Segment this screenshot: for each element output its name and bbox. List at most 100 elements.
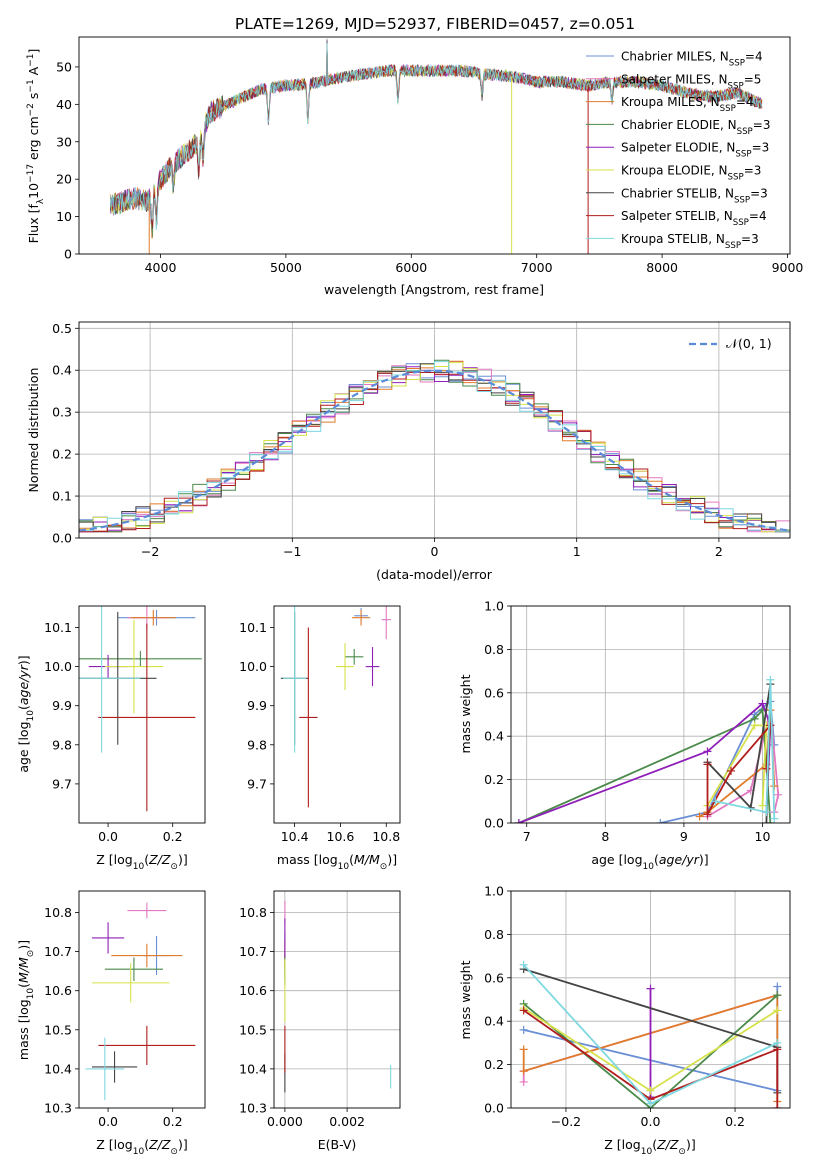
y-tick-label: 10.1 bbox=[44, 620, 72, 635]
y-tick-label: 10.8 bbox=[239, 905, 267, 920]
y-axis-label: Flux [fλ10−17 erg cm−2 s−1 A−1] bbox=[26, 49, 46, 244]
panel-mass_vs_Z: 0.0 0.2 10.3 10.4 10.5 10.6 10.7 10.8 Z [log10(Z… bbox=[16, 890, 206, 1157]
mass-weight-marker-4 bbox=[646, 984, 655, 993]
y-tick-label: 10.7 bbox=[44, 944, 72, 959]
legend-label-3: Chabrier ELODIE, NSSP=3 bbox=[621, 118, 770, 137]
mass-weight-marker-3 bbox=[773, 991, 782, 1000]
axes-frame bbox=[78, 605, 206, 824]
plot-area bbox=[79, 606, 202, 812]
x-tick-label: 0.0 bbox=[98, 829, 118, 844]
mass-weight-line-8 bbox=[715, 679, 776, 819]
x-tick-label: −1 bbox=[283, 544, 301, 559]
y-tick-label: 0.1 bbox=[52, 489, 72, 504]
x-tick-label: 2 bbox=[715, 544, 723, 559]
mass-weight-marker-2 bbox=[519, 1045, 528, 1054]
mass-weight-marker-8 bbox=[646, 1099, 655, 1108]
x-tick-label: 7000 bbox=[521, 260, 553, 275]
mass-weight-marker-7 bbox=[766, 721, 775, 730]
legend-label-0: Chabrier MILES, NSSP=4 bbox=[621, 50, 763, 69]
axes-frame bbox=[510, 605, 791, 824]
y-tick-label: 0 bbox=[64, 247, 72, 262]
mass-weight-marker-1 bbox=[519, 1077, 528, 1086]
x-tick-label: 8 bbox=[601, 829, 609, 844]
y-tick-label: 0.8 bbox=[484, 927, 504, 942]
y-tick-label: 10.4 bbox=[239, 1061, 267, 1076]
y-tick-label: 1.0 bbox=[484, 599, 504, 614]
y-tick-label: 10.4 bbox=[44, 1061, 72, 1076]
x-tick-label: −0.2 bbox=[551, 1114, 581, 1129]
x-axis-label: wavelength [Angstrom, rest frame] bbox=[324, 282, 544, 297]
plot-area bbox=[280, 606, 391, 808]
plot-area bbox=[109, 38, 763, 254]
spectrum-line-8 bbox=[109, 43, 763, 231]
x-tick-label: 0.2 bbox=[163, 1114, 183, 1129]
mass-weight-marker-7 bbox=[519, 1006, 528, 1015]
x-axis-label: (data-model)/error bbox=[376, 567, 493, 582]
y-tick-label: 10.6 bbox=[239, 983, 267, 998]
y-tick-label: 0.2 bbox=[484, 772, 504, 787]
y-tick-label: 0.6 bbox=[484, 970, 504, 985]
x-tick-label: 10.4 bbox=[281, 829, 309, 844]
x-tick-label: −2 bbox=[141, 544, 159, 559]
y-tick-label: 10 bbox=[56, 209, 72, 224]
mass-weight-line-7 bbox=[523, 1009, 779, 1108]
y-axis-label: mass weight bbox=[458, 960, 473, 1039]
y-tick-label: 40 bbox=[56, 97, 72, 112]
axes-frame bbox=[273, 890, 401, 1109]
legend-label-6: Chabrier STELIB, NSSP=3 bbox=[621, 186, 768, 205]
y-tick-label: 10.3 bbox=[44, 1101, 72, 1116]
panel-age_vs_Z: 0.0 0.2 9.7 9.8 9.9 10.0 10.1 Z [log10(Z/Z⊙)] ag… bbox=[16, 605, 206, 872]
y-tick-label: 0.0 bbox=[484, 1101, 504, 1116]
x-tick-label: 7 bbox=[523, 829, 531, 844]
x-axis-label: mass [log10(M/M⊙)] bbox=[277, 852, 397, 872]
x-tick-label: 9000 bbox=[772, 260, 804, 275]
mass-weight-marker-0 bbox=[656, 819, 665, 823]
y-tick-label: 9.9 bbox=[52, 698, 72, 713]
legend-label-5: Kroupa ELODIE, NSSP=3 bbox=[621, 164, 761, 183]
y-tick-label: 9.8 bbox=[52, 737, 72, 752]
y-tick-label: 0.0 bbox=[484, 816, 504, 831]
x-tick-label: 0.0 bbox=[641, 1114, 661, 1129]
y-axis-label: Normed distribution bbox=[26, 368, 41, 493]
axes-frame bbox=[78, 890, 206, 1109]
mass-weight-marker-8 bbox=[519, 960, 528, 969]
mass-weight-marker-2 bbox=[695, 812, 704, 821]
mass-weight-marker-5 bbox=[750, 721, 759, 730]
mass-weight-marker-4 bbox=[703, 747, 712, 756]
y-axis-label: mass [log10(M/M⊙)] bbox=[16, 940, 36, 1060]
normal-curve bbox=[79, 369, 790, 532]
x-tick-label: 0.2 bbox=[725, 1114, 745, 1129]
x-tick-label: 4000 bbox=[145, 260, 177, 275]
legend-label-7: Salpeter STELIB, NSSP=4 bbox=[621, 209, 767, 228]
y-tick-label: 10.5 bbox=[44, 1022, 72, 1037]
axes-frame bbox=[78, 36, 791, 255]
mass-weight-marker-4 bbox=[758, 699, 767, 708]
mass-weight-marker-8 bbox=[770, 814, 779, 823]
y-tick-label: 9.9 bbox=[247, 698, 267, 713]
y-tick-label: 10.5 bbox=[239, 1022, 267, 1037]
y-tick-label: 20 bbox=[56, 172, 72, 187]
y-tick-label: 9.8 bbox=[247, 737, 267, 752]
y-tick-label: 0.6 bbox=[484, 685, 504, 700]
y-tick-label: 30 bbox=[56, 134, 72, 149]
mass-weight-marker-8 bbox=[762, 808, 771, 817]
mass-weight-marker-7 bbox=[703, 810, 712, 819]
y-tick-label: 9.7 bbox=[52, 776, 72, 791]
y-tick-label: 9.7 bbox=[247, 776, 267, 791]
x-tick-label: 0.000 bbox=[267, 1114, 303, 1129]
y-axis-label: mass weight bbox=[458, 674, 473, 753]
legend-label-1: Salpeter MILES, NSSP=5 bbox=[621, 72, 761, 91]
x-tick-label: 8000 bbox=[646, 260, 678, 275]
y-tick-label: 10.0 bbox=[44, 659, 72, 674]
y-tick-label: 10.0 bbox=[239, 659, 267, 674]
plot-area bbox=[511, 891, 790, 1108]
figure-title: PLATE=1269, MJD=52937, FIBERID=0457, z=0… bbox=[235, 15, 635, 33]
y-tick-label: 50 bbox=[56, 59, 72, 74]
panel-mass_weight_vs_Z: −0.2 0.0 0.2 0.0 0.2 0.4 0.6 0.8 1.0 Z [log10(Z/Z… bbox=[458, 884, 791, 1157]
x-tick-label: 1 bbox=[573, 544, 581, 559]
legend-label-4: Salpeter ELODIE, NSSP=3 bbox=[621, 141, 769, 160]
x-tick-label: 0 bbox=[431, 544, 439, 559]
axes-frame bbox=[510, 890, 791, 1109]
mass-weight-marker-0 bbox=[519, 1025, 528, 1034]
